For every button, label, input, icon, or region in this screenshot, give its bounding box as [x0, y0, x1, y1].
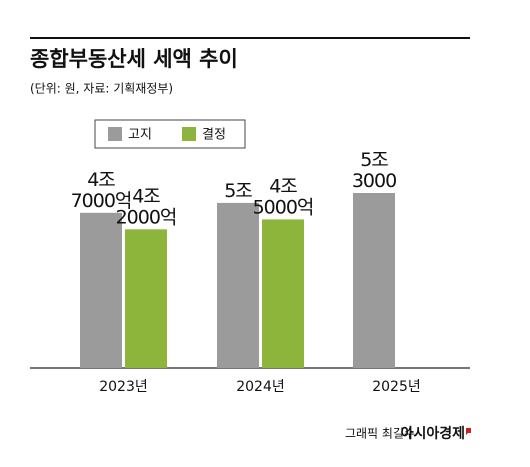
legend-label: 결정 — [202, 128, 226, 143]
bar — [262, 219, 304, 368]
legend-swatch — [182, 127, 196, 141]
credit: 그래픽 최길수 — [345, 427, 415, 441]
value-label: 5조 3000 — [352, 149, 396, 192]
chart-subtitle: (단위: 원, 자료: 기획재정부) — [30, 82, 173, 96]
value-label: 4조 2000억 — [116, 185, 177, 228]
chart-title: 종합부동산세 세액 추이 — [30, 47, 238, 71]
value-label: 4조 5000억 — [253, 175, 314, 218]
bar — [125, 229, 167, 368]
brand: 아시아경제 — [401, 425, 465, 442]
bar — [217, 202, 259, 368]
x-tick-label: 2025년 — [372, 379, 421, 395]
value-label: 4조 7000억 — [71, 168, 132, 211]
brand-icon — [466, 428, 471, 435]
x-tick-label: 2024년 — [236, 379, 285, 395]
legend-label: 고지 — [128, 128, 152, 143]
x-tick-label: 2023년 — [99, 379, 148, 395]
bar — [353, 193, 395, 368]
value-label: 5조 — [224, 179, 252, 201]
legend-swatch — [108, 127, 122, 141]
bar — [80, 212, 122, 368]
